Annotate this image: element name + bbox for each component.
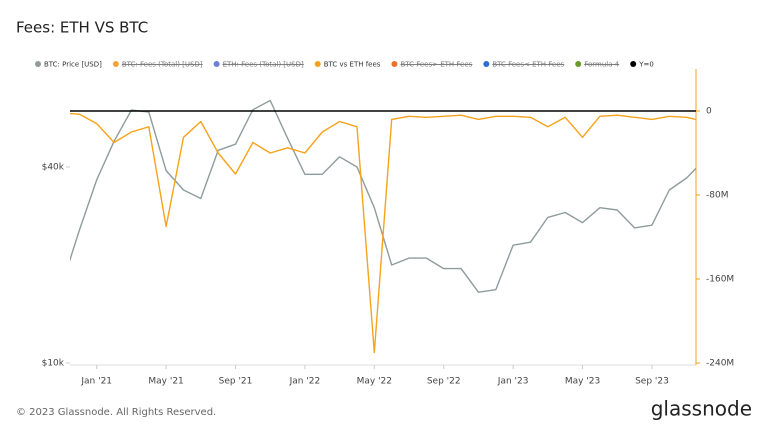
x-tick-label: May '21 — [148, 377, 183, 387]
legend-swatch — [575, 61, 582, 67]
legend-label: BTC vs ETH fees — [324, 61, 381, 69]
chart-title: Fees: ETH VS BTC — [16, 19, 148, 37]
x-tick-label: May '23 — [565, 377, 600, 387]
y2-tick-label: 0 — [706, 107, 712, 117]
x-tick-label: Jan '23 — [497, 377, 529, 387]
legend-swatch — [630, 61, 637, 67]
legend-label: BTC: Price [USD] — [44, 61, 102, 69]
x-tick-label: Jan '22 — [289, 377, 321, 387]
x-tick-label: Sep '21 — [219, 377, 253, 387]
x-tick-label: Jan '21 — [80, 377, 112, 387]
legend-swatch — [391, 61, 398, 67]
legend-swatch — [213, 61, 220, 67]
y2-tick-label: -80M — [706, 191, 728, 201]
y2-tick-label: -160M — [706, 275, 734, 285]
x-tick-label: Sep '23 — [635, 377, 669, 387]
y2-tick-label: -240M — [706, 359, 734, 369]
legend-swatch — [112, 61, 119, 67]
brand-logo: glassnode — [651, 397, 752, 421]
x-tick-label: Sep '22 — [427, 377, 461, 387]
legend-swatch — [483, 61, 490, 67]
plot-area — [70, 99, 696, 354]
footer: © 2023 Glassnode. All Rights Reserved. — [16, 407, 216, 418]
series-line — [70, 99, 696, 293]
y-tick-label: $40k — [42, 163, 65, 173]
legend-label: Y=0 — [638, 61, 654, 69]
legend-swatch — [314, 61, 321, 67]
series-line — [70, 112, 696, 354]
y-tick-label: $10k — [42, 359, 65, 369]
x-tick-label: May '22 — [357, 377, 392, 387]
legend-swatch — [35, 61, 41, 67]
